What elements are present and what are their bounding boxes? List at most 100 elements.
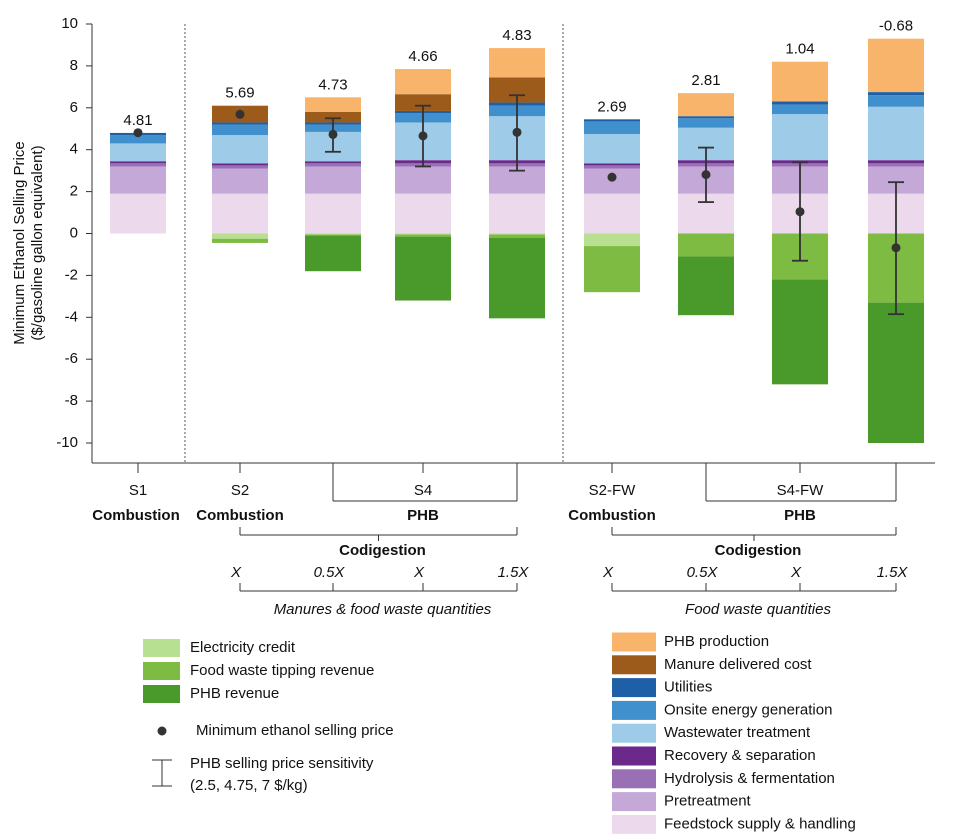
- bar-segment: [868, 160, 924, 164]
- value-label: 2.81: [691, 72, 720, 89]
- bar-segment: [212, 135, 268, 164]
- bar-segment: [868, 38, 924, 93]
- legend-label: Hydrolysis & fermentation: [664, 770, 835, 787]
- bar-segment: [305, 161, 361, 164]
- y-tick-label: -4: [65, 308, 78, 325]
- legend-swatch: [612, 632, 656, 652]
- quantity-label: 0.5X: [314, 564, 346, 581]
- mesp-dot: [235, 109, 245, 119]
- bar-segment: [489, 234, 545, 238]
- legend-label: PHB production: [664, 633, 769, 650]
- bar-segment: [395, 193, 451, 234]
- bar-segment: [772, 279, 828, 385]
- x-category-label: S4: [414, 482, 432, 499]
- bar-segment: [110, 166, 166, 194]
- quantity-label: X: [790, 564, 802, 581]
- group-label: Codigestion: [715, 542, 802, 559]
- quantity-label: X: [413, 564, 425, 581]
- quantity-label: 0.5X: [687, 564, 719, 581]
- bar-segment: [395, 236, 451, 301]
- configuration-label: Combustion: [568, 507, 656, 524]
- legend-swatch: [612, 746, 656, 766]
- bar-segment: [305, 111, 361, 123]
- bar-segment: [772, 104, 828, 115]
- legend-swatch: [612, 769, 656, 789]
- value-label: 4.66: [408, 48, 437, 65]
- bar-segment: [305, 193, 361, 234]
- y-tick-label: -10: [56, 434, 78, 451]
- legend-label: Utilities: [664, 679, 712, 696]
- bar-segment: [305, 166, 361, 194]
- legend-swatch: [143, 639, 180, 657]
- legend-swatch: [612, 700, 656, 720]
- bar-segment: [678, 118, 734, 128]
- bar-segment: [212, 124, 268, 136]
- bar-segment: [489, 237, 545, 319]
- y-axis-title: ($/gasoline gallon equivalent): [29, 145, 46, 340]
- legend-label: PHB revenue: [190, 685, 279, 702]
- bar-segment: [212, 168, 268, 194]
- bar-segment: [772, 114, 828, 161]
- mesp-dot: [133, 128, 143, 138]
- bar-segment: [584, 133, 640, 164]
- bar-segment: [772, 101, 828, 105]
- configuration-label: Combustion: [196, 507, 284, 524]
- mesp-dot: [512, 127, 522, 137]
- legend-swatch: [612, 678, 656, 698]
- mesp-dot: [328, 129, 338, 139]
- bar-segment: [110, 163, 166, 167]
- value-label: 4.83: [502, 27, 531, 44]
- mesp-dot: [891, 243, 901, 253]
- y-tick-label: 2: [70, 183, 78, 200]
- bar-segment: [395, 234, 451, 237]
- value-label: 4.81: [123, 112, 152, 129]
- x-category-label: S1: [129, 482, 147, 499]
- x-category-label: S2: [231, 482, 249, 499]
- y-tick-label: 6: [70, 99, 78, 116]
- bar-segment: [305, 97, 361, 112]
- bar-segment: [868, 163, 924, 167]
- y-tick-label: -6: [65, 350, 78, 367]
- y-tick-label: 10: [61, 15, 78, 32]
- bar-segment: [772, 61, 828, 102]
- bar-segment: [305, 234, 361, 236]
- quantity-caption: Food waste quantities: [685, 601, 831, 618]
- y-tick-label: 0: [70, 224, 78, 241]
- bar-segment: [678, 233, 734, 257]
- y-tick-label: -2: [65, 266, 78, 283]
- legend-swatch: [612, 792, 656, 812]
- configuration-label: Combustion: [92, 507, 180, 524]
- quantity-label: X: [602, 564, 614, 581]
- legend-swatch: [612, 723, 656, 743]
- y-tick-label: -8: [65, 392, 78, 409]
- bar-segment: [110, 135, 166, 144]
- legend-label: Pretreatment: [664, 793, 752, 810]
- bar-segment: [489, 193, 545, 234]
- bar-segment: [868, 92, 924, 96]
- bar-segment: [868, 302, 924, 443]
- configuration-label: PHB: [784, 507, 816, 524]
- mesp-dot: [701, 170, 711, 180]
- bar-segment: [584, 246, 640, 293]
- legend-label: Onsite energy generation: [664, 701, 832, 718]
- y-tick-label: 4: [70, 141, 78, 158]
- bar-segment: [584, 163, 640, 166]
- bar-segment: [584, 233, 640, 247]
- bar-segment: [305, 235, 361, 272]
- legend-swatch: [612, 655, 656, 675]
- mesp-dot: [795, 207, 805, 217]
- value-label: 2.69: [597, 98, 626, 115]
- bar-segment: [110, 143, 166, 162]
- bar-segment: [584, 165, 640, 169]
- bar-segment: [305, 163, 361, 167]
- legend-label: (2.5, 4.75, 7 $/kg): [190, 777, 308, 794]
- legend-swatch: [143, 685, 180, 703]
- value-label: -0.68: [879, 18, 913, 35]
- bar-segment: [212, 233, 268, 239]
- mesp-dot: [607, 172, 617, 182]
- quantity-label: X: [230, 564, 242, 581]
- bar-segment: [395, 69, 451, 95]
- bar-segment: [489, 233, 545, 235]
- bar-segment: [212, 122, 268, 125]
